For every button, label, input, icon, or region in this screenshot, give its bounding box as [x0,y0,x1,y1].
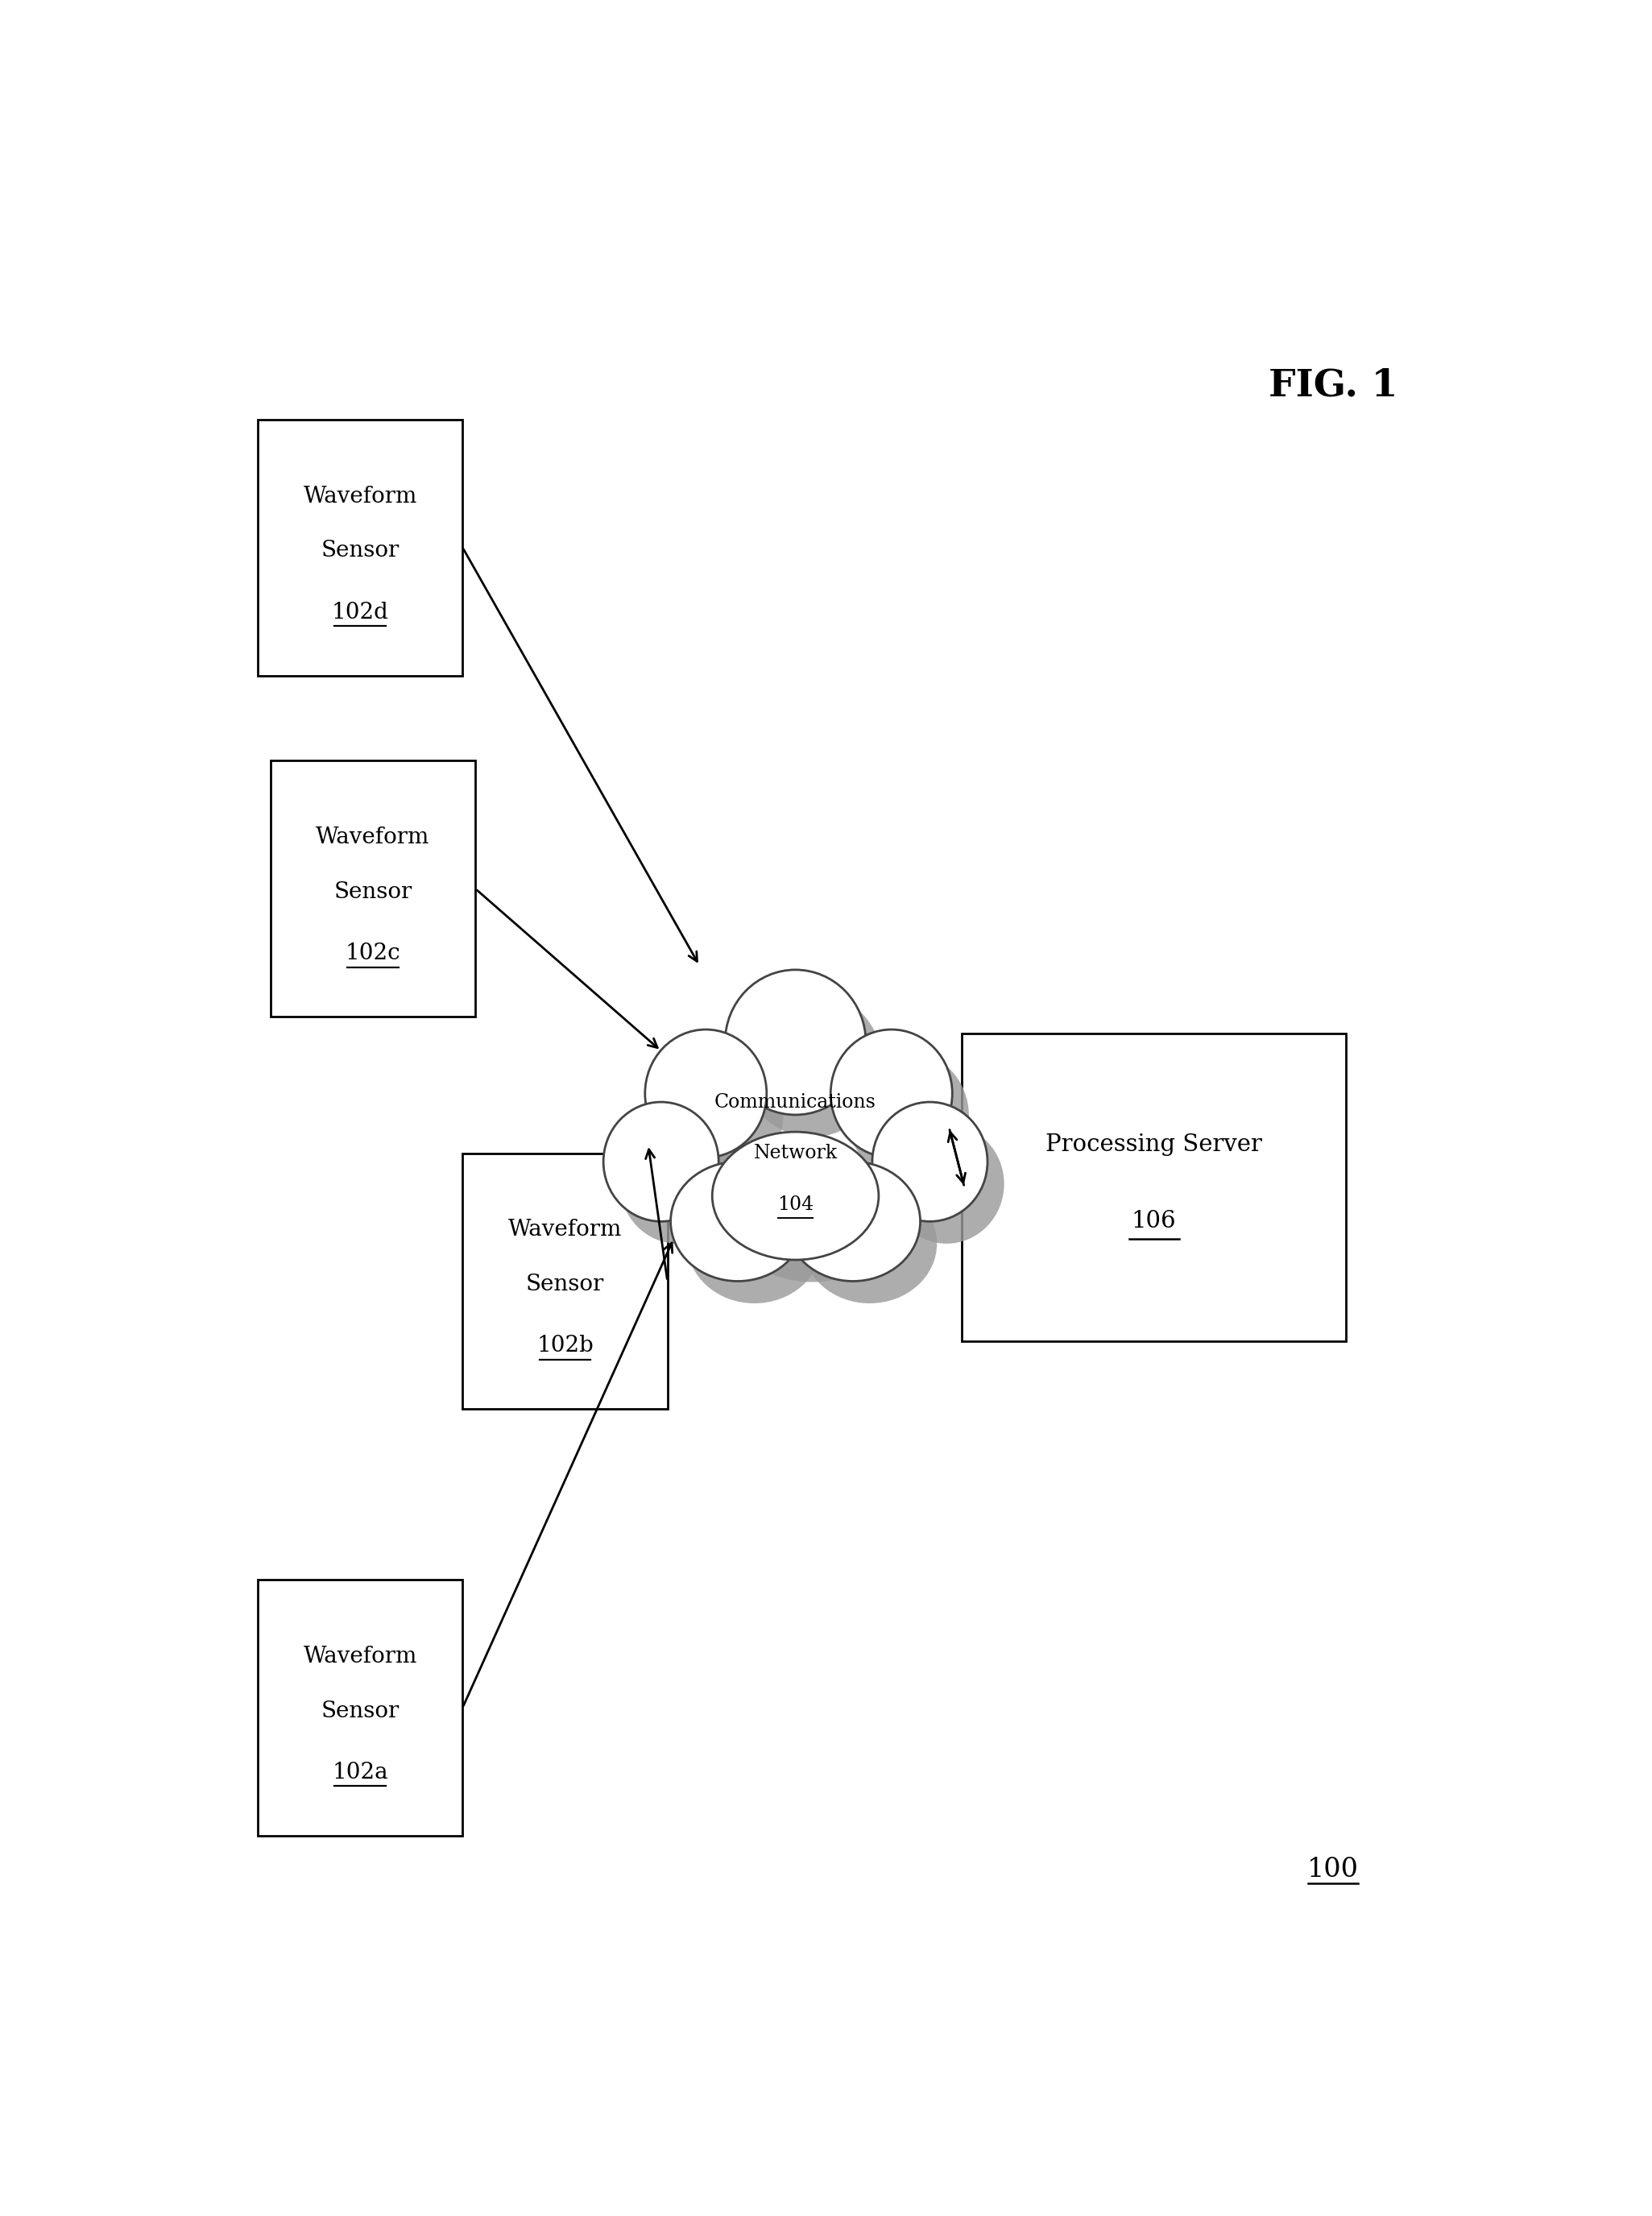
Text: 106: 106 [1132,1210,1176,1232]
Text: 102c: 102c [345,942,400,964]
Ellipse shape [603,1101,719,1221]
Ellipse shape [671,1161,805,1281]
Bar [258,1580,463,1835]
Bar [258,419,463,676]
Text: 102a: 102a [332,1762,388,1784]
Ellipse shape [872,1101,988,1221]
Ellipse shape [742,993,882,1137]
Ellipse shape [687,1183,821,1303]
Ellipse shape [831,1030,952,1157]
Text: Waveform: Waveform [304,485,416,507]
Ellipse shape [725,971,866,1115]
Bar [271,760,476,1017]
Text: Communications: Communications [715,1092,876,1110]
Text: 102b: 102b [537,1336,593,1356]
Text: Processing Server: Processing Server [1046,1132,1262,1157]
Text: Network: Network [753,1143,838,1163]
Bar [463,1152,667,1409]
Ellipse shape [889,1124,1004,1243]
Text: FIG. 1: FIG. 1 [1269,368,1398,403]
Ellipse shape [847,1053,970,1179]
Text: Sensor: Sensor [320,541,400,561]
Ellipse shape [729,1155,895,1283]
Text: Waveform: Waveform [304,1646,416,1666]
Ellipse shape [803,1183,937,1303]
Text: Sensor: Sensor [334,882,411,902]
Text: Waveform: Waveform [316,827,430,849]
Text: Sensor: Sensor [320,1700,400,1722]
Text: 100: 100 [1307,1857,1360,1884]
Text: 102d: 102d [332,601,388,623]
Ellipse shape [644,1030,767,1157]
Ellipse shape [712,1132,879,1261]
Ellipse shape [786,1161,920,1281]
Bar [961,1033,1346,1341]
Ellipse shape [662,1053,783,1179]
Text: 104: 104 [776,1194,814,1214]
Text: Sensor: Sensor [525,1274,605,1296]
Ellipse shape [620,1124,735,1243]
Text: Waveform: Waveform [509,1219,621,1241]
